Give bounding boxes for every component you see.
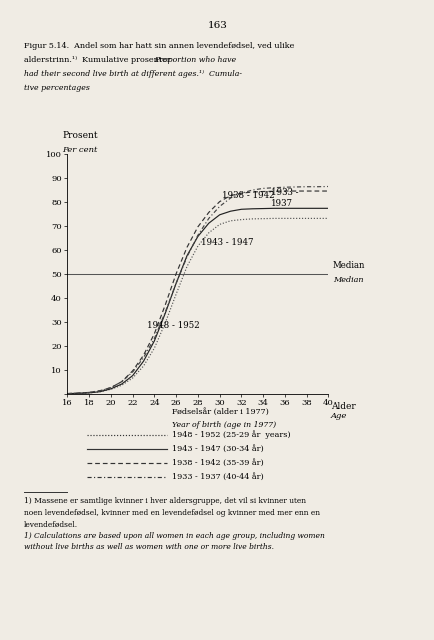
Text: 1943 - 1947: 1943 - 1947 [201,238,253,247]
Text: 163: 163 [207,21,227,30]
Text: 1948 - 1952: 1948 - 1952 [147,321,199,330]
Text: Median: Median [332,261,364,270]
Text: Year of birth (age in 1977): Year of birth (age in 1977) [171,421,275,429]
Text: 1938 - 1942 (35-39 år): 1938 - 1942 (35-39 år) [171,459,263,467]
Text: 1933 - 1937 (40-44 år): 1933 - 1937 (40-44 år) [171,473,263,481]
Text: had their second live birth at different ages.¹⁾  Cumula-: had their second live birth at different… [24,70,241,78]
Text: 1933 -
1937: 1933 - 1937 [270,188,298,208]
Text: tive percentages: tive percentages [24,84,89,92]
Text: Figur 5.14.  Andel som har hatt sin annen levendefødsel, ved ulike: Figur 5.14. Andel som har hatt sin annen… [24,42,294,49]
Text: Age: Age [330,412,347,420]
Text: 1) Calculations are based upon all women in each age group, including women: 1) Calculations are based upon all women… [24,532,324,540]
Text: noen levendefødsel, kvinner med en levendefødsel og kvinner med mer enn en: noen levendefødsel, kvinner med en leven… [24,509,319,517]
Text: Alder: Alder [330,402,355,411]
Text: Median: Median [332,276,362,284]
Text: Proportion who have: Proportion who have [154,56,236,63]
Text: 1938 - 1942: 1938 - 1942 [221,191,274,200]
Text: Prosent: Prosent [62,131,98,140]
Text: Fødselsår (alder i 1977): Fødselsår (alder i 1977) [171,408,268,416]
Text: without live births as well as women with one or more live births.: without live births as well as women wit… [24,543,273,551]
Text: 1948 - 1952 (25-29 år  years): 1948 - 1952 (25-29 år years) [171,431,290,440]
Text: 1) Massene er samtlige kvinner i hver aldersgruppe, det vil si kvinner uten: 1) Massene er samtlige kvinner i hver al… [24,497,305,506]
Text: alderstrinn.¹⁾  Kumulative prosenter: alderstrinn.¹⁾ Kumulative prosenter [24,56,175,64]
Text: Per cent: Per cent [62,147,97,154]
Text: levendefødsel.: levendefødsel. [24,520,78,529]
Text: 1943 - 1947 (30-34 år): 1943 - 1947 (30-34 år) [171,445,263,453]
